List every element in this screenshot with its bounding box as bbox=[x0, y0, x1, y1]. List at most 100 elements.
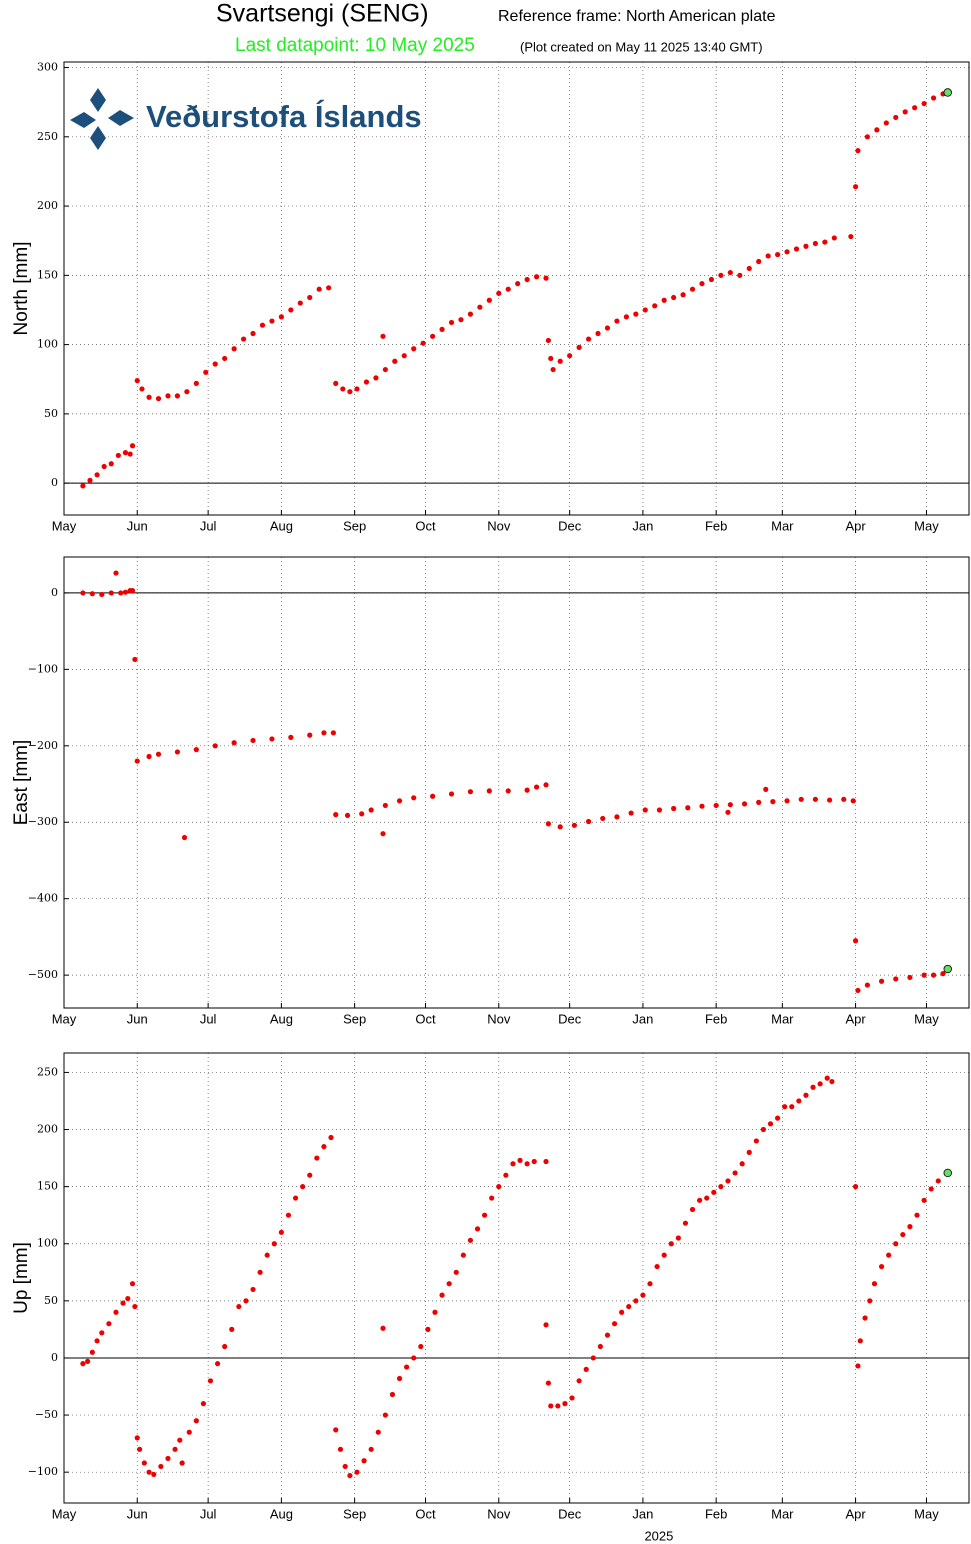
point bbox=[231, 740, 237, 746]
y-tick-label: 300 bbox=[37, 61, 58, 74]
y-tick-label: −500 bbox=[28, 968, 58, 981]
point bbox=[555, 1403, 561, 1409]
point bbox=[545, 1380, 551, 1386]
point bbox=[80, 590, 86, 596]
point bbox=[85, 1358, 91, 1364]
last-point bbox=[943, 1168, 952, 1178]
x-axis-label: 2025 bbox=[644, 1528, 673, 1543]
point bbox=[236, 1303, 242, 1310]
title: Svartsengi (SENG) bbox=[216, 0, 429, 28]
y-tick-label: 0 bbox=[51, 1351, 58, 1364]
logo-text: Veðurstofa Íslands bbox=[146, 99, 422, 134]
point bbox=[439, 326, 445, 332]
point bbox=[852, 938, 859, 944]
point bbox=[134, 378, 140, 384]
point bbox=[699, 803, 705, 809]
logo-shape bbox=[70, 112, 96, 128]
point bbox=[713, 802, 719, 809]
point bbox=[354, 1469, 360, 1475]
point bbox=[661, 1252, 667, 1258]
point bbox=[848, 233, 854, 240]
point bbox=[604, 1332, 611, 1338]
point bbox=[250, 330, 256, 337]
last-datapoint: Last datapoint: 10 May 2025 bbox=[235, 35, 475, 56]
point bbox=[122, 450, 129, 456]
x-tick-label: Nov bbox=[487, 1506, 511, 1521]
x-tick-label: Feb bbox=[705, 1011, 727, 1026]
point bbox=[200, 1401, 207, 1407]
point bbox=[496, 1184, 502, 1190]
point bbox=[921, 972, 927, 978]
point bbox=[756, 799, 762, 805]
point bbox=[727, 802, 733, 808]
point bbox=[342, 1463, 348, 1470]
point bbox=[852, 184, 859, 190]
point bbox=[718, 272, 724, 278]
point bbox=[193, 747, 199, 753]
point bbox=[297, 300, 303, 306]
point bbox=[420, 340, 426, 346]
point bbox=[878, 978, 885, 984]
x-tick-label: Nov bbox=[487, 1011, 511, 1026]
plot-frame bbox=[63, 1052, 970, 1504]
point bbox=[623, 314, 629, 320]
x-tick-label: Mar bbox=[771, 1506, 794, 1521]
point bbox=[396, 1375, 403, 1382]
point bbox=[314, 1155, 320, 1161]
x-tick-label: Mar bbox=[771, 1011, 794, 1026]
point bbox=[585, 336, 592, 342]
point bbox=[921, 1197, 927, 1203]
point bbox=[812, 796, 819, 802]
point bbox=[583, 1366, 589, 1372]
point bbox=[557, 358, 563, 364]
point bbox=[614, 814, 620, 820]
point bbox=[174, 393, 181, 399]
point bbox=[425, 1326, 431, 1332]
point bbox=[467, 1237, 474, 1243]
point bbox=[841, 796, 847, 802]
point bbox=[708, 276, 715, 283]
point bbox=[229, 1326, 235, 1332]
point bbox=[767, 1121, 774, 1127]
point bbox=[543, 275, 549, 281]
x-tick-label: May bbox=[914, 518, 939, 533]
x-tick-label: Jan bbox=[632, 1011, 653, 1026]
point bbox=[269, 736, 275, 742]
point bbox=[711, 1189, 717, 1195]
point bbox=[633, 1298, 639, 1304]
x-tick-label: Mar bbox=[771, 518, 794, 533]
point bbox=[89, 591, 95, 597]
point bbox=[543, 1322, 549, 1328]
point bbox=[737, 272, 743, 278]
point bbox=[597, 1343, 603, 1350]
plot-frame bbox=[63, 61, 970, 516]
point bbox=[739, 1161, 745, 1167]
point bbox=[108, 590, 114, 596]
point bbox=[404, 1364, 410, 1370]
point bbox=[569, 1395, 575, 1401]
point bbox=[80, 1361, 86, 1367]
point bbox=[333, 812, 339, 818]
point bbox=[460, 1252, 466, 1258]
point bbox=[389, 1391, 396, 1398]
x-tick-label: Feb bbox=[705, 518, 727, 533]
point bbox=[477, 304, 483, 310]
point bbox=[99, 591, 105, 598]
point bbox=[212, 743, 218, 749]
point bbox=[120, 1300, 126, 1306]
x-tick-label: Jun bbox=[127, 1011, 148, 1026]
reference-frame: Reference frame: North American plate bbox=[498, 8, 776, 25]
point bbox=[212, 361, 218, 367]
x-tick-label: Apr bbox=[845, 1506, 866, 1521]
point bbox=[668, 1241, 674, 1247]
plot-frame bbox=[63, 556, 970, 1009]
point bbox=[250, 1286, 256, 1293]
point bbox=[363, 379, 370, 385]
point bbox=[467, 311, 474, 317]
point bbox=[741, 801, 748, 807]
point bbox=[656, 807, 663, 813]
point bbox=[418, 1343, 424, 1350]
y-tick-label: 0 bbox=[51, 476, 58, 489]
point bbox=[545, 821, 551, 827]
point bbox=[89, 1349, 95, 1355]
